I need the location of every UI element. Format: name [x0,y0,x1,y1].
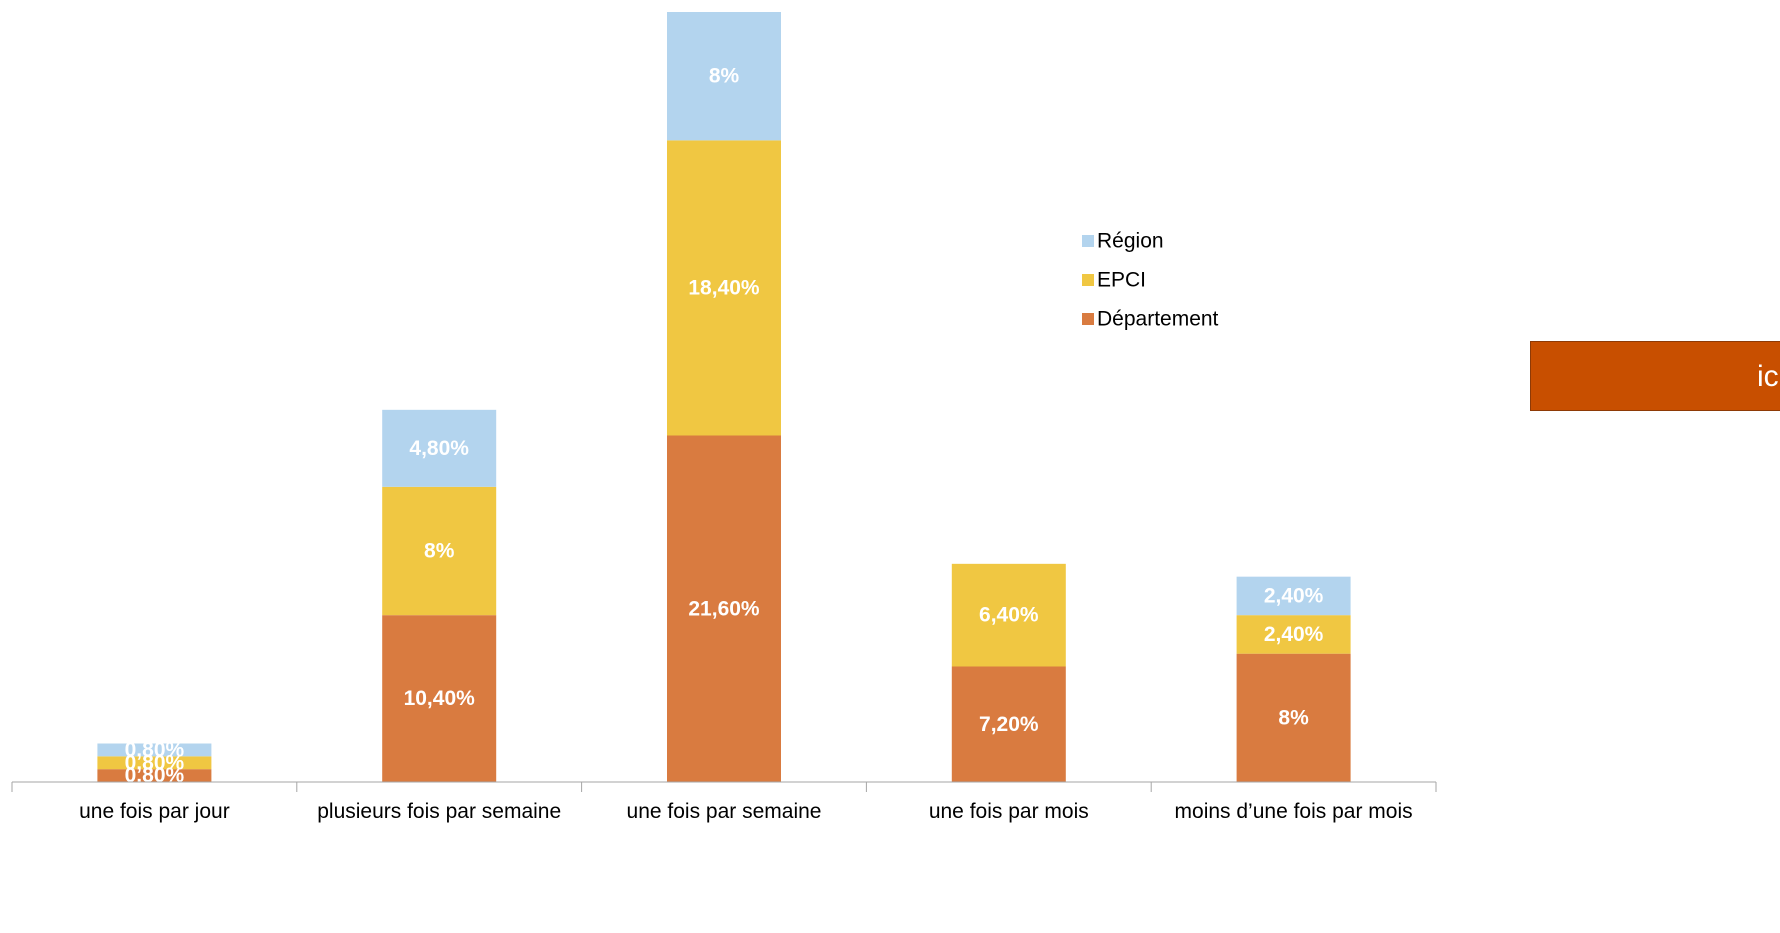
legend: Région EPCI Département [1082,230,1219,331]
category-label-plusieurs-fois-par-semaine: plusieurs fois par semaine [317,800,561,823]
bar-segment-departement-moins-d-une-fois-par-mois [1236,653,1351,782]
bar-segment-region-une-fois-par-semaine [667,12,781,141]
bars-layer [97,12,1351,782]
category-label-une-fois-par-semaine: une fois par semaine [627,800,822,823]
x-axis [11,781,1437,792]
data-label-epci-moins-d-une-fois-par-mois: 2,40% [1264,623,1324,646]
bar-segment-region-plusieurs-fois-par-semaine [382,409,497,487]
data-label-epci-une-fois-par-jour: 0,80% [125,751,185,774]
category-labels-layer: une fois par jour plusieurs fois par sema… [79,800,1413,823]
bar-segment-departement-plusieurs-fois-par-semaine [382,615,497,782]
bar-segment-epci-moins-d-une-fois-par-mois [1236,615,1351,654]
legend-swatch-epci [1082,274,1094,286]
data-label-region-une-fois-par-semaine: 8% [709,65,740,88]
data-label-region-moins-d-une-fois-par-mois: 2,40% [1264,584,1324,607]
bar-segment-departement-une-fois-par-semaine [667,435,781,782]
bar-segment-epci-une-fois-par-jour [97,756,212,770]
bar-segment-epci-une-fois-par-semaine [667,140,781,436]
side-callout-text: ic [1757,360,1779,393]
category-label-moins-d-une-fois-par-mois: moins d’une fois par mois [1175,800,1413,823]
legend-swatch-departement [1082,313,1094,325]
bar-segment-epci-plusieurs-fois-par-semaine [382,486,497,616]
category-label-une-fois-par-jour: une fois par jour [79,800,230,823]
data-label-departement-plusieurs-fois-par-semaine: 10,40% [404,687,476,710]
legend-label-departement: Département [1097,308,1219,331]
bar-segment-region-une-fois-par-jour [97,743,212,757]
data-label-departement-moins-d-une-fois-par-mois: 8% [1278,706,1309,729]
segment-labels-layer: 0,80%0,80%0,80%10,40%8%4,80%21,60%18,40%… [125,65,1324,787]
legend-swatch-region [1082,235,1094,247]
data-label-epci-une-fois-par-mois: 6,40% [979,604,1039,627]
legend-label-region: Région [1097,230,1164,253]
data-label-departement-une-fois-par-semaine: 21,60% [688,597,760,620]
data-label-epci-une-fois-par-semaine: 18,40% [688,276,760,299]
bar-segment-epci-une-fois-par-mois [951,563,1066,667]
legend-label-epci: EPCI [1097,269,1146,292]
data-label-region-une-fois-par-jour: 0,80% [125,738,185,761]
data-label-departement-une-fois-par-jour: 0,80% [125,764,185,787]
side-callout-box: ic [1530,341,1780,411]
bar-segment-region-moins-d-une-fois-par-mois [1236,576,1351,616]
bar-segment-departement-une-fois-par-jour [97,769,212,782]
data-label-departement-une-fois-par-mois: 7,20% [979,713,1039,736]
bar-segment-departement-une-fois-par-mois [951,666,1066,782]
category-label-une-fois-par-mois: une fois par mois [929,800,1089,823]
data-label-region-plusieurs-fois-par-semaine: 4,80% [409,437,469,460]
data-label-epci-plusieurs-fois-par-semaine: 8% [424,540,455,563]
